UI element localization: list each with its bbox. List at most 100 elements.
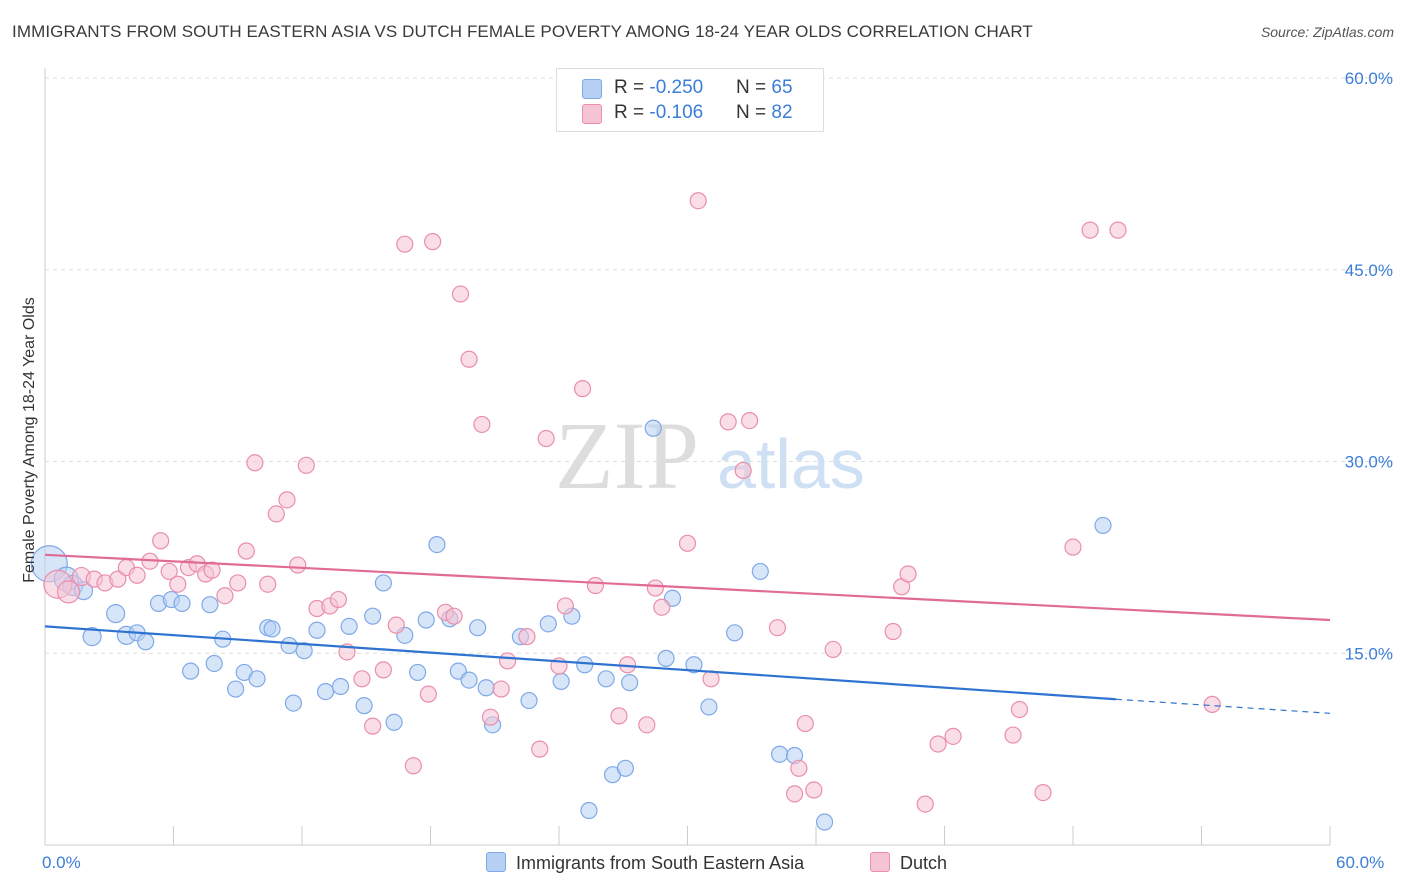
point-asia xyxy=(520,691,538,710)
point-dutch xyxy=(1010,700,1029,719)
legend-swatch-bottom-asia xyxy=(486,852,506,872)
point-dutch xyxy=(109,570,127,588)
point-asia xyxy=(385,713,403,731)
y-tick-label: 15.0% xyxy=(1345,644,1393,663)
point-asia xyxy=(815,813,834,831)
point-asia xyxy=(460,671,478,689)
point-dutch xyxy=(419,685,437,703)
point-dutch xyxy=(329,590,348,609)
point-asia xyxy=(409,663,427,682)
point-dutch xyxy=(944,727,962,745)
point-asia xyxy=(106,604,126,624)
y-tick-labels: 15.0% 30.0% 45.0% 60.0% xyxy=(1345,69,1393,663)
point-dutch xyxy=(824,640,842,659)
chart-title: IMMIGRANTS FROM SOUTH EASTERN ASIA VS DU… xyxy=(12,22,1033,41)
watermark-zip: ZIP xyxy=(555,402,699,509)
point-dutch xyxy=(678,534,697,552)
point-dutch xyxy=(499,652,517,670)
legend-r-value-dutch: -0.106 xyxy=(649,102,704,123)
point-dutch xyxy=(734,461,752,480)
point-asia xyxy=(316,682,335,701)
point-dutch xyxy=(451,285,470,303)
point-dutch xyxy=(689,192,707,210)
data-points xyxy=(30,192,1221,831)
point-asia xyxy=(227,680,245,698)
point-dutch xyxy=(719,413,737,431)
point-dutch xyxy=(404,757,422,775)
point-asia xyxy=(685,656,703,674)
point-asia xyxy=(616,759,634,777)
point-dutch xyxy=(531,740,549,758)
point-dutch xyxy=(246,454,264,472)
point-asia xyxy=(621,674,639,692)
source-label: Source: ZipAtlas.com xyxy=(1260,24,1394,40)
point-asia xyxy=(477,679,495,697)
y-tick-label: 45.0% xyxy=(1345,261,1393,280)
point-asia xyxy=(751,562,769,581)
point-dutch xyxy=(152,532,170,550)
point-asia xyxy=(726,624,744,642)
point-asia xyxy=(331,677,350,696)
trend-line-dutch xyxy=(44,553,1331,622)
point-dutch xyxy=(259,575,277,593)
point-dutch xyxy=(128,566,146,584)
point-asia xyxy=(137,633,155,651)
point-dutch xyxy=(169,575,187,593)
x-tick-label-max: 60.0% xyxy=(1336,853,1385,872)
point-dutch xyxy=(387,616,405,634)
point-dutch xyxy=(289,556,307,574)
trend-lines xyxy=(44,553,1331,714)
point-dutch xyxy=(229,574,247,592)
axes xyxy=(44,68,1331,846)
y-tick-label: 60.0% xyxy=(1345,69,1393,88)
point-dutch xyxy=(741,411,759,430)
point-dutch xyxy=(537,429,555,448)
point-dutch xyxy=(1109,221,1127,239)
point-asia xyxy=(539,615,557,633)
point-dutch xyxy=(297,456,315,474)
point-asia xyxy=(295,642,313,660)
point-dutch xyxy=(586,576,605,595)
point-dutch xyxy=(768,619,787,637)
point-dutch xyxy=(653,598,671,616)
point-asia xyxy=(1094,516,1112,535)
point-asia xyxy=(374,574,392,592)
point-dutch xyxy=(805,781,823,799)
trend-line-asia-extension xyxy=(1115,698,1331,714)
point-dutch xyxy=(460,350,478,368)
point-dutch xyxy=(1004,726,1022,744)
point-asia xyxy=(201,596,219,614)
point-dutch xyxy=(929,735,947,753)
point-asia xyxy=(657,649,675,667)
point-dutch xyxy=(638,716,656,734)
point-dutch xyxy=(785,785,804,803)
point-asia xyxy=(308,621,326,639)
legend-item-dutch: Dutch xyxy=(870,852,947,876)
point-asia xyxy=(182,662,200,680)
point-dutch xyxy=(1203,695,1221,713)
point-dutch xyxy=(556,597,575,615)
point-dutch xyxy=(790,759,808,777)
correlation-legend: R = -0.250 N = 65 R = -0.106 N = 82 xyxy=(556,68,824,132)
point-dutch xyxy=(610,707,628,725)
legend-swatch-dutch xyxy=(582,104,602,124)
point-dutch xyxy=(796,714,814,733)
point-dutch xyxy=(884,622,902,641)
point-dutch xyxy=(364,717,382,735)
point-dutch xyxy=(646,579,664,597)
point-dutch xyxy=(396,235,414,253)
legend-swatch-asia xyxy=(582,79,602,99)
point-dutch xyxy=(278,491,296,509)
point-dutch xyxy=(56,580,81,604)
point-asia xyxy=(248,670,266,688)
legend-n-value-asia: 65 xyxy=(771,77,793,98)
legend-r-value-asia: -0.250 xyxy=(649,77,704,98)
point-asia xyxy=(469,619,487,637)
point-dutch xyxy=(473,415,491,434)
point-dutch xyxy=(899,565,917,583)
point-asia xyxy=(417,611,435,629)
point-dutch xyxy=(1081,221,1099,239)
point-asia xyxy=(280,636,298,655)
gridlines xyxy=(45,77,1395,654)
point-asia xyxy=(597,670,615,688)
